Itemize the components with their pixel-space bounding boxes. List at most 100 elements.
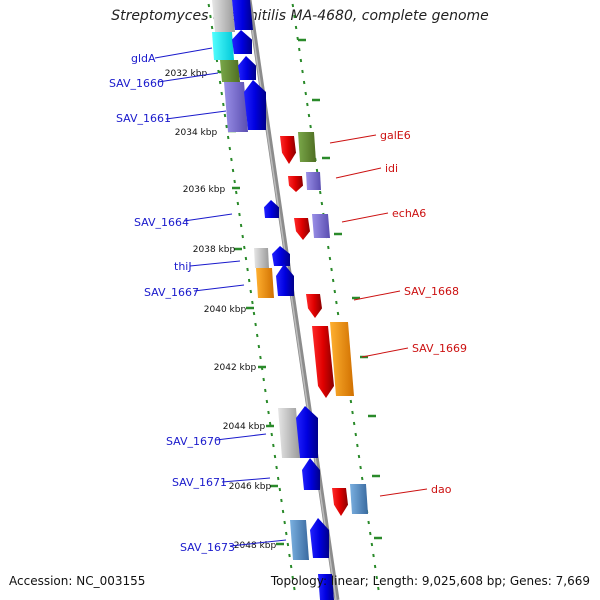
guide-dot	[226, 135, 230, 140]
guide-dot	[299, 58, 303, 63]
guide-dot	[222, 102, 225, 107]
guide-dot	[228, 146, 232, 151]
gene-SAV_1673	[310, 518, 329, 558]
guide-dot	[280, 498, 283, 503]
gene-SAV_1670-homolog	[278, 408, 300, 458]
guide-dot	[309, 124, 312, 129]
scale-tick-label: 2044 kbp	[223, 422, 266, 432]
gene-idi	[306, 172, 321, 190]
gene-SAV_1673-homolog	[290, 520, 309, 560]
guide-dot	[276, 476, 280, 481]
label-leader	[154, 47, 213, 59]
guide-dot	[331, 278, 335, 283]
scale-tick-label: 2038 kbp	[193, 245, 236, 255]
guide-dot	[375, 575, 378, 580]
scale-tick-label: 2034 kbp	[175, 128, 218, 138]
guide-dot	[259, 355, 262, 360]
guide-dot	[351, 410, 354, 415]
guide-dot	[252, 311, 256, 316]
gene-galE6	[298, 132, 316, 162]
guide-dot	[359, 465, 362, 470]
guide-dot	[278, 487, 282, 492]
gene-label: gldA	[131, 52, 156, 65]
scale-tick-label: 2032 kbp	[165, 69, 208, 79]
guide-dot	[335, 300, 338, 305]
gene-label: SAV_1661	[116, 112, 171, 125]
gene-label: SAV_1664	[134, 216, 189, 229]
scale-tick-label: 2046 kbp	[229, 482, 272, 492]
guide-dot	[319, 190, 322, 195]
guide-dot	[223, 113, 227, 118]
guide-dot	[231, 168, 235, 173]
guide-dot	[281, 509, 285, 514]
guide-dot	[241, 234, 244, 239]
gene-SAV_1671	[302, 458, 320, 490]
guide-dot	[298, 47, 301, 52]
guide-dot	[306, 102, 309, 107]
guide-dot	[301, 69, 304, 74]
label-leader	[215, 433, 267, 441]
gene-SAV_1670	[296, 406, 318, 458]
guide-dot	[307, 113, 311, 118]
scale-tick-label: 2042 kbp	[214, 363, 257, 373]
guide-dot	[244, 256, 248, 261]
gene-dao-adjacent	[332, 488, 348, 516]
guide-dot	[207, 3, 211, 8]
label-leader	[189, 260, 241, 267]
gene-label: idi	[385, 162, 398, 175]
label-leader	[329, 134, 377, 144]
guide-dot	[360, 476, 364, 481]
scale-ticks	[219, 38, 382, 546]
guide-dot	[272, 443, 275, 448]
guide-dot	[247, 278, 251, 283]
gene-label: SAV_1670	[166, 435, 221, 448]
label-leader	[221, 477, 271, 483]
label-leader	[341, 212, 389, 223]
label-leader	[361, 347, 409, 358]
guide-dot	[302, 80, 306, 85]
guide-dot	[283, 520, 286, 525]
gene-SAV_1669	[330, 322, 354, 396]
gene-label: galE6	[380, 129, 411, 142]
label-leader	[157, 72, 219, 83]
scale-tick-label: 2036 kbp	[183, 185, 226, 195]
gene-gldA	[212, 32, 234, 60]
guide-dot	[333, 289, 337, 294]
label-leader	[183, 213, 233, 222]
guide-dot	[220, 91, 223, 96]
guide-dot	[320, 201, 324, 206]
gene-label: SAV_1660	[109, 77, 164, 90]
gene-SAV_1667-rev	[276, 264, 294, 296]
guide-dot	[236, 201, 240, 206]
gene-label: SAV_1667	[144, 286, 199, 299]
guide-dot	[330, 267, 333, 272]
gene-block	[220, 60, 240, 82]
scale-tick-labels: 2032 kbp 2034 kbp 2036 kbp 2038 kbp 2040 kbp…	[165, 69, 277, 551]
guide-dot	[238, 212, 241, 217]
guide-dot	[262, 377, 265, 382]
gene-label: thiJ	[174, 260, 192, 273]
guide-dot	[372, 553, 375, 558]
genome-summary: Topology: linear; Length: 9,025,608 bp; …	[270, 574, 590, 588]
gene-thiJ-rev	[272, 246, 290, 266]
guide-dot	[328, 256, 332, 261]
guide-dot	[354, 432, 357, 437]
gene-label: SAV_1673	[180, 541, 235, 554]
gene-idi-adjacent	[288, 176, 303, 192]
gene-label: SAV_1669	[412, 342, 467, 355]
guide-dot	[270, 432, 273, 437]
scale-tick-label: 2040 kbp	[204, 305, 247, 315]
guide-dot	[315, 168, 319, 173]
gene-block	[318, 574, 334, 600]
gene-label: SAV_1671	[172, 476, 227, 489]
guide-dot	[367, 520, 370, 525]
guide-dot	[235, 190, 238, 195]
gene-features	[212, 0, 368, 600]
gene-SAV_1660	[238, 56, 256, 80]
guide-dot	[293, 14, 296, 19]
label-leader	[165, 110, 227, 120]
guide-dot	[273, 454, 277, 459]
gene-block	[212, 0, 235, 32]
guide-dot	[370, 542, 374, 547]
